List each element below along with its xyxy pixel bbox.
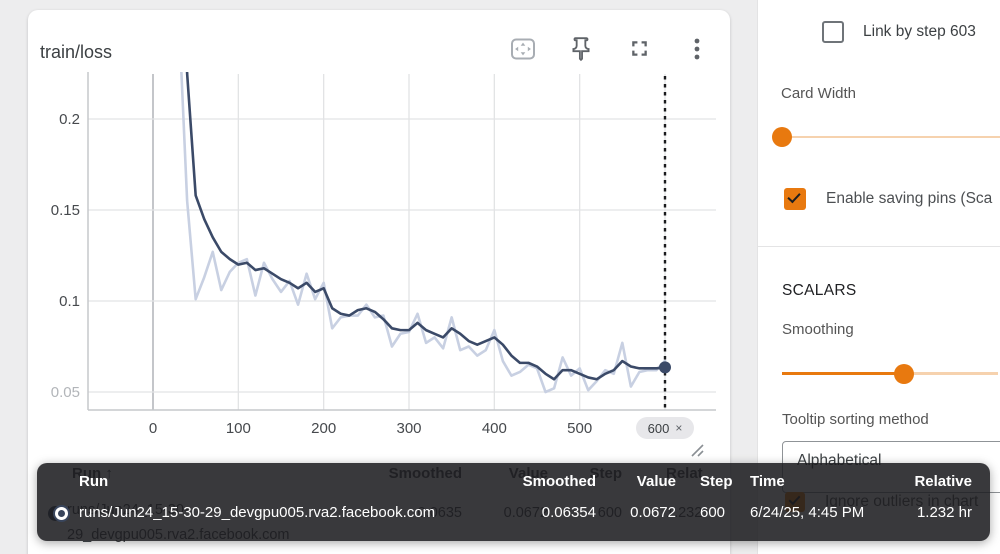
smoothing-slider-track[interactable] — [904, 372, 998, 375]
tooltip-header-value: Value — [636, 473, 676, 490]
tooltip-header-relative: Relative — [914, 473, 972, 490]
enable-saving-pins-checkbox[interactable] — [784, 188, 806, 210]
tooltip-sorting-label: Tooltip sorting method — [782, 411, 929, 428]
selected-step-label: 600 — [647, 420, 670, 436]
tooltip-header-smoothed: Smoothed — [522, 473, 596, 490]
section-divider — [758, 246, 1000, 247]
tooltip-header-run: Run — [79, 473, 109, 490]
tooltip-header-time: Time — [750, 473, 785, 490]
smoothing-label: Smoothing — [782, 321, 854, 338]
link-by-step-row: Link by step 603 — [822, 21, 976, 43]
fullscreen-button[interactable] — [622, 34, 656, 68]
card-title: train/loss — [40, 42, 113, 62]
datapoint-tooltip: Run Smoothed Value Step Time Relative ru… — [37, 463, 990, 541]
run-marker-icon — [51, 503, 71, 523]
smoothing-slider-thumb[interactable] — [894, 364, 914, 384]
link-by-step-label: Link by step 603 — [863, 23, 976, 40]
svg-text:0.2: 0.2 — [59, 111, 80, 128]
tooltip-time: 6/24/25, 4:45 PM — [750, 504, 865, 521]
scalars-section-title: SCALARS — [782, 282, 857, 299]
tooltip-smoothed-value: 0.06354 — [541, 504, 596, 521]
enable-saving-pins-row: Enable saving pins (Sca — [784, 188, 992, 210]
enable-saving-pins-label: Enable saving pins (Sca — [826, 190, 993, 207]
svg-text:500: 500 — [567, 420, 592, 437]
pin-button[interactable] — [564, 34, 598, 68]
svg-text:0.15: 0.15 — [51, 202, 80, 219]
card-width-label: Card Width — [781, 85, 857, 102]
tooltip-value: 0.0672 — [630, 504, 676, 521]
fullscreen-icon — [627, 36, 652, 66]
svg-text:200: 200 — [311, 420, 336, 437]
svg-text:0.05: 0.05 — [51, 384, 80, 401]
tooltip-relative: 1.232 hr — [916, 504, 972, 521]
tooltip-run-name: runs/Jun24_15-30-29_devgpu005.rva2.faceb… — [79, 504, 436, 521]
tooltip-header-step: Step — [700, 473, 733, 490]
loss-chart[interactable]: 0 100 200 300 400 500 0.05 0.1 0.15 0.2 — [28, 70, 730, 460]
svg-text:100: 100 — [226, 420, 251, 437]
more-options-icon — [685, 36, 709, 67]
card-width-slider-track[interactable] — [780, 136, 1000, 138]
card-resize-handle[interactable] — [688, 441, 706, 459]
tooltip-step: 600 — [700, 504, 726, 521]
tooltip-header-row: Run Smoothed Value Step Time Relative — [51, 472, 972, 492]
smoothing-slider-fill[interactable] — [782, 372, 904, 375]
svg-text:0.1: 0.1 — [59, 293, 80, 310]
pin-icon — [568, 36, 594, 67]
card-toolbar — [506, 34, 714, 68]
selected-step-pill[interactable]: 600 × — [636, 417, 694, 439]
card-width-slider-thumb[interactable] — [772, 127, 792, 147]
more-options-button[interactable] — [680, 34, 714, 68]
tooltip-value-row: runs/Jun24_15-30-29_devgpu005.rva2.faceb… — [51, 503, 972, 523]
fit-data-icon — [509, 37, 537, 66]
svg-text:400: 400 — [482, 420, 507, 437]
link-by-step-checkbox[interactable] — [822, 21, 844, 43]
checkmark-icon — [787, 189, 801, 203]
svg-text:300: 300 — [396, 420, 421, 437]
fit-data-button[interactable] — [506, 34, 540, 68]
remove-step-icon[interactable]: × — [675, 421, 683, 435]
svg-text:0: 0 — [149, 420, 157, 437]
